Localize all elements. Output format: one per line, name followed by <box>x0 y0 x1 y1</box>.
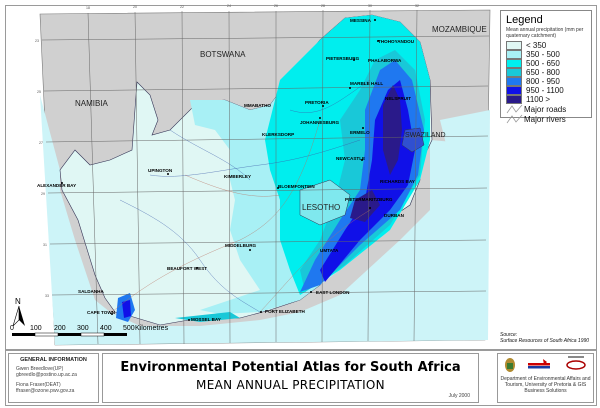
city-klerksdorp: KLERKSDORP <box>262 132 294 137</box>
legend-roads: Major roads <box>506 104 591 114</box>
svg-text:500: 500 <box>123 325 135 332</box>
gis-logo-icon <box>566 356 586 370</box>
city-saldanha: SALDANHA <box>78 289 104 294</box>
map-date: July 2000 <box>448 393 470 399</box>
city-beaufort-west: BEAUFORT WEST <box>167 266 207 271</box>
svg-text:26: 26 <box>274 4 278 8</box>
swatch <box>506 68 522 77</box>
country-lesotho <box>299 179 351 226</box>
legend-title: Legend <box>506 14 543 26</box>
city-messina: MESSINA <box>350 18 372 23</box>
city-ermelo: ERMELO <box>350 130 370 135</box>
svg-text:200: 200 <box>54 325 66 332</box>
city-upington: UPINGTON <box>148 168 173 173</box>
svg-text:18: 18 <box>86 6 90 10</box>
swatch <box>506 41 522 50</box>
swatch <box>506 77 522 86</box>
city-newcastle: NEWCASTLE <box>336 156 365 161</box>
map-canvas: BOTSWANA NAMIBIA MOZAMBIQUE SWAZILAND LE… <box>35 4 491 346</box>
city-mmabatho: MMABATHO <box>244 103 271 108</box>
label-namibia: NAMIBIA <box>75 99 109 108</box>
city-cape-town: CAPE TOWN <box>87 310 116 315</box>
svg-text:300: 300 <box>77 325 89 332</box>
legend-class: 500 - 650 <box>506 59 591 68</box>
legend: Legend Mean annual precipitation (mm per… <box>500 10 592 124</box>
university-logo-icon <box>528 359 550 369</box>
swatch <box>506 86 522 95</box>
road-line-icon <box>506 104 523 114</box>
contact-email[interactable]: ffraser@ozone.pwv.gov.za <box>16 388 75 394</box>
svg-text:22: 22 <box>180 5 184 9</box>
city-johannesburg: JOHANNESBURG <box>300 120 339 125</box>
source-note: Source: Surface Resources of South Afric… <box>500 332 590 344</box>
label-botswana: BOTSWANA <box>200 50 246 59</box>
city-alexander-bay: ALEXANDER BAY <box>37 183 76 188</box>
legend-class: 650 - 800 <box>506 68 591 77</box>
contact-name: Gwen Breedlove(UP) <box>16 366 64 372</box>
city-thohoyandou: THOHOYANDOU <box>378 39 415 44</box>
coat-of-arms-icon <box>505 358 515 372</box>
svg-text:27: 27 <box>39 141 43 145</box>
city-marble-hall: MARBLE HALL <box>350 81 383 86</box>
legend-class: 350 - 500 <box>506 50 591 59</box>
swatch <box>506 59 522 68</box>
legend-subtitle: Mean annual precipitation (mm per quater… <box>506 27 584 39</box>
city-umtata: UMTATA <box>320 248 339 253</box>
title-box: Environmental Potential Atlas for South … <box>102 353 479 403</box>
map-title: MEAN ANNUAL PRECIPITATION <box>196 378 385 392</box>
city-richards-bay: RICHARDS BAY <box>380 179 415 184</box>
city-middelburg: MIDDELBURG <box>225 243 257 248</box>
swatch <box>506 50 522 59</box>
svg-text:100: 100 <box>30 325 42 332</box>
svg-text:25: 25 <box>37 90 41 94</box>
svg-text:400: 400 <box>100 325 112 332</box>
legend-class: < 350 <box>506 41 591 50</box>
city-durban: DURBAN <box>384 213 405 218</box>
swatch <box>506 95 522 104</box>
department-credit: Department of Environmental Affairs and … <box>500 376 591 394</box>
label-mozambique: MOZAMBIQUE <box>432 25 487 34</box>
legend-class: 1100 > <box>506 95 591 104</box>
city-mossel-bay: MOSSEL BAY <box>191 317 221 322</box>
ocean <box>40 95 488 345</box>
svg-text:Kilometres: Kilometres <box>135 325 169 332</box>
svg-text:28: 28 <box>321 4 325 8</box>
contact-email[interactable]: gbreedlo@postino.up.ac.za <box>16 372 77 378</box>
svg-text:23: 23 <box>35 39 39 43</box>
city-pretoria: PRETORIA <box>305 100 329 105</box>
label-swaziland: SWAZILAND <box>405 132 446 139</box>
svg-text:0: 0 <box>10 325 14 332</box>
north-arrow: N <box>9 296 33 331</box>
general-info: GENERAL INFORMATION Gwen Breedlove(UP) g… <box>8 353 99 403</box>
svg-text:29: 29 <box>41 192 45 196</box>
city-bloemfontein: BLOEMFONTEIN <box>278 184 315 189</box>
city-kimberley: KIMBERLEY <box>224 174 251 179</box>
svg-text:N: N <box>15 297 21 306</box>
river-line-icon <box>506 114 523 124</box>
city-phalaborwa: PHALABORWA <box>368 58 402 63</box>
city-pietermaritzburg: PIETERMARITZBURG <box>345 197 393 202</box>
atlas-title: Environmental Potential Atlas for South … <box>120 360 461 375</box>
city-port-elizabeth: PORT ELIZABETH <box>265 309 305 314</box>
credits-box: Department of Environmental Affairs and … <box>497 353 594 403</box>
label-lesotho: LESOTHO <box>302 203 340 212</box>
svg-text:32: 32 <box>415 4 419 8</box>
city-pietersburg: PIETERSBURG <box>326 56 360 61</box>
svg-text:33: 33 <box>45 294 49 298</box>
svg-text:31: 31 <box>43 243 47 247</box>
svg-text:20: 20 <box>133 5 137 9</box>
legend-class: 800 - 950 <box>506 77 591 86</box>
city-east-london: EAST LONDON <box>316 290 350 295</box>
contact-name: Fiona Fraser(DEAT) <box>16 382 61 388</box>
scale-bar: 0 100 200 300 400 500 Kilometres <box>10 322 210 349</box>
country-swaziland <box>401 127 425 153</box>
legend-class: 950 - 1100 <box>506 86 591 95</box>
svg-text:30: 30 <box>368 4 372 8</box>
svg-text:24: 24 <box>227 4 231 8</box>
legend-rivers: Major rivers <box>506 114 591 124</box>
city-nelspruit: NELSPRUIT <box>385 96 411 101</box>
